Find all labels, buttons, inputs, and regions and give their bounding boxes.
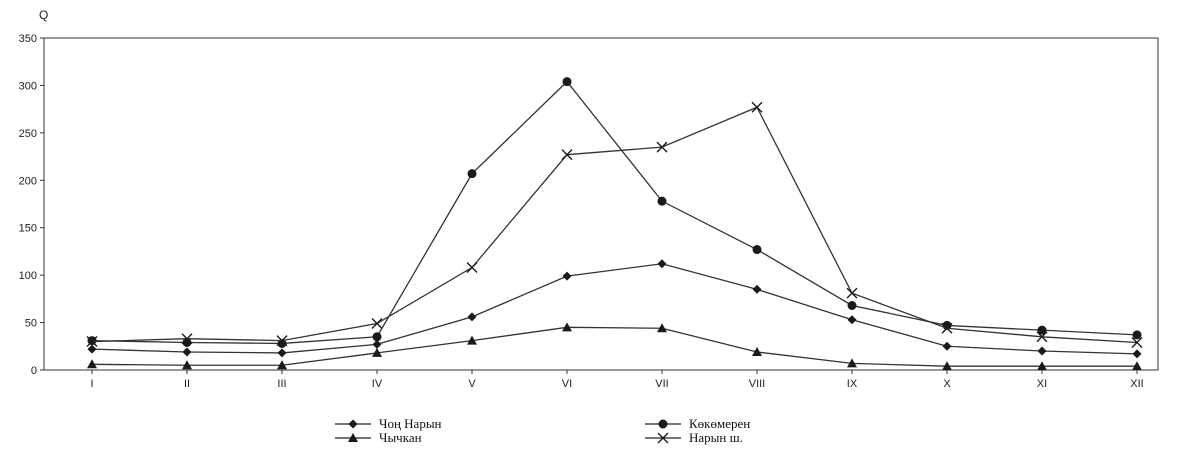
data-point [467,312,477,322]
series-line [91,326,1137,367]
y-tick-label: 350 [19,33,37,45]
data-point [348,419,358,429]
data-point [1132,361,1142,371]
plot-frame [43,37,1159,371]
data-point [942,361,952,371]
data-point [657,259,667,269]
data-point [1132,349,1142,359]
data-point [751,101,763,113]
data-point [1036,331,1048,343]
series-layer [86,77,1143,371]
x-tick-label: IX [847,378,858,390]
data-point [348,433,358,442]
data-point [847,358,857,368]
data-point [466,262,478,274]
series-line [91,263,1138,355]
data-point [86,336,98,348]
data-point [1037,325,1047,335]
data-point [1131,336,1143,348]
data-point [1037,346,1047,356]
data-point [1132,330,1142,340]
data-point [371,318,383,330]
x-tick-label: III [277,378,286,390]
legend-item: Чычкан [335,430,422,445]
legend-item: Чоң Нарын [335,416,442,431]
series-line [91,80,1138,345]
x-tick-label: I [90,378,93,390]
data-point [87,344,97,354]
y-axis-label: Q [39,8,48,22]
data-point [182,360,192,370]
data-point [942,341,952,351]
data-point [277,348,287,358]
legend-label: Чоң Нарын [379,416,442,431]
data-point [657,323,667,333]
legend-label: Нарын ш. [689,430,743,445]
data-point [752,346,762,356]
data-point [182,347,192,357]
data-point [658,419,668,429]
data-point [941,322,953,334]
data-point [562,322,572,332]
y-tick-label: 0 [31,365,37,377]
x-tick-label: XII [1130,378,1143,390]
series [87,77,1142,348]
data-point [752,284,762,294]
data-point [467,335,477,345]
legend-label: Көкөмерен [689,416,750,431]
data-point [561,149,573,161]
x-tick-label: II [184,378,190,390]
y-tick-label: 200 [19,175,37,187]
legend-label: Чычкан [379,430,422,445]
x-tick-label: VI [562,378,572,390]
data-point [181,333,193,345]
data-point [657,196,667,206]
legend-item: Нарын ш. [645,430,743,445]
data-point [846,287,858,299]
data-point [372,339,382,349]
legend-item: Көкөмерен [645,416,750,431]
x-tick-label: V [468,378,476,390]
data-point [562,77,572,87]
series [87,322,1142,371]
series [87,259,1142,359]
data-point [1037,361,1047,371]
x-tick-label: IV [372,378,383,390]
x-tick-label: VII [655,378,668,390]
data-point [372,332,382,342]
series [86,101,1143,348]
y-tick-label: 300 [19,80,37,92]
y-tick-label: 250 [19,128,37,140]
y-tick-label: 50 [25,318,37,330]
y-tick-label: 150 [19,223,37,235]
data-point [847,300,857,310]
data-point [656,141,668,153]
data-point [847,315,857,325]
series-line [91,106,1138,344]
data-point [277,360,287,370]
x-tick-label: XI [1037,378,1047,390]
data-point [372,347,382,357]
x-tick-label: VIII [749,378,766,390]
data-point [562,271,572,281]
data-point [657,432,669,444]
data-point [87,359,97,369]
data-point [752,245,762,255]
data-point [276,335,288,347]
y-tick-label: 100 [19,270,37,282]
x-tick-label: X [943,378,951,390]
data-point [467,169,477,179]
